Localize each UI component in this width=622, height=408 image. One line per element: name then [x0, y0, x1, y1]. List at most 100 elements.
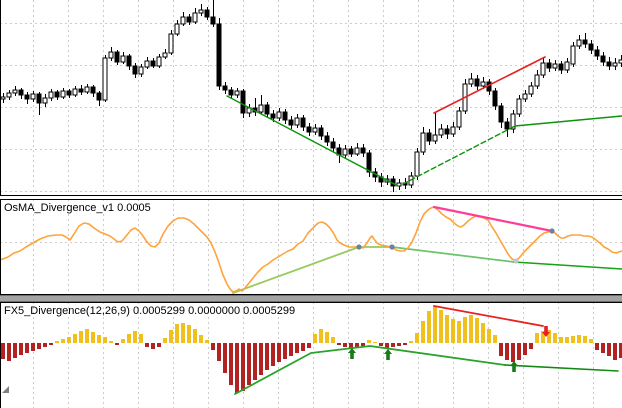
candle-bull [564, 61, 570, 71]
osma-indicator-label: OsMA_Divergence_v1 0.0005 [4, 202, 151, 214]
candle-bull [198, 9, 204, 14]
divergence-dot [356, 244, 362, 250]
bar-negative [397, 343, 401, 346]
candle-bull [168, 33, 174, 54]
candle-bull [534, 74, 540, 87]
sell-signal-arrow-icon [542, 326, 550, 337]
bar-negative [595, 343, 599, 350]
bar-negative [259, 343, 263, 375]
candle-bull [144, 60, 150, 68]
bar-positive [73, 334, 77, 343]
bar-positive [67, 337, 71, 343]
candle-bear [24, 94, 30, 100]
candle-bull [480, 81, 486, 87]
bar-positive [547, 330, 551, 343]
candle-bear [300, 117, 306, 128]
candle-bull [510, 113, 516, 130]
candle-bear [360, 147, 366, 154]
candle-bull [552, 63, 558, 69]
bar-negative [391, 343, 395, 347]
candle-bear [504, 121, 510, 130]
bar-positive [475, 318, 479, 343]
bar-positive [481, 323, 485, 343]
bar-negative [49, 343, 53, 345]
bar-negative [31, 343, 35, 351]
bar-positive [205, 340, 209, 343]
bar-negative [289, 343, 293, 356]
candle-bull [162, 52, 168, 58]
divergence-dot [549, 228, 555, 234]
candle-bull [138, 66, 144, 75]
bar-negative [349, 343, 353, 349]
bar-negative [523, 343, 527, 355]
candle-bull [258, 104, 264, 113]
bar-positive [193, 329, 197, 343]
panel-splitter[interactable] [0, 295, 622, 302]
candle-bear [210, 16, 216, 25]
price-chart-canvas[interactable] [0, 0, 622, 196]
bar-positive [325, 332, 329, 343]
bar-positive [61, 339, 65, 343]
candle-bear [330, 141, 336, 149]
candle-bear [426, 132, 432, 142]
candle-bull [30, 93, 36, 100]
candles [0, 0, 622, 192]
bar-negative [529, 343, 533, 349]
candle-bull [420, 132, 426, 153]
bar-negative [223, 343, 227, 373]
osma-down-trendline-dark [513, 261, 622, 270]
candle-bear [546, 62, 552, 69]
bar-positive [103, 337, 107, 343]
down-trendline-green [226, 95, 399, 187]
bar-positive [79, 331, 83, 343]
bar-positive [571, 336, 575, 343]
bar-positive [589, 339, 593, 343]
candle-bull [84, 86, 90, 93]
candle-bull [294, 117, 300, 126]
candle-bull [450, 126, 456, 135]
candle-bull [456, 110, 462, 128]
bar-positive [577, 335, 581, 343]
bar-negative [247, 343, 251, 385]
bar-negative [295, 343, 299, 353]
candle-bull [6, 92, 12, 98]
bar-negative [271, 343, 275, 366]
candle-bull [342, 148, 348, 156]
bar-negative [253, 343, 257, 380]
candle-bear [54, 91, 60, 98]
histogram-bars [1, 306, 622, 393]
bar-positive [487, 329, 491, 343]
bar-negative [337, 343, 341, 345]
bar-negative [307, 343, 311, 348]
candle-bear [36, 93, 42, 104]
up-trendline-green-dashed [402, 125, 516, 185]
candle-bear [264, 104, 270, 115]
bar-positive [85, 329, 89, 343]
buy-signal-arrow-icon [510, 361, 518, 372]
candle-bull [612, 62, 618, 67]
panel-border [0, 302, 622, 408]
bar-positive [139, 334, 143, 343]
bar-negative [517, 343, 521, 360]
osma-indicator-canvas[interactable] [0, 199, 622, 295]
candle-bull [42, 97, 48, 104]
candle-bull [234, 90, 240, 96]
candle-bear [132, 65, 138, 75]
divergence-dot [513, 258, 519, 264]
candle-bear [204, 9, 210, 18]
bar-positive [421, 321, 425, 343]
bar-negative [43, 343, 47, 347]
candle-bull [156, 56, 162, 67]
candle-bear [270, 113, 276, 119]
candle-bull [522, 93, 528, 100]
candle-bear [240, 90, 246, 114]
bar-negative [235, 343, 239, 393]
fx5-histogram-canvas[interactable] [0, 302, 622, 408]
support-line-green [514, 115, 622, 127]
fx5-trendline-green-dark [504, 364, 619, 372]
bar-negative [7, 343, 11, 361]
candle-bull [60, 90, 66, 98]
candle-bull [528, 85, 534, 95]
candle-bull [576, 39, 582, 47]
